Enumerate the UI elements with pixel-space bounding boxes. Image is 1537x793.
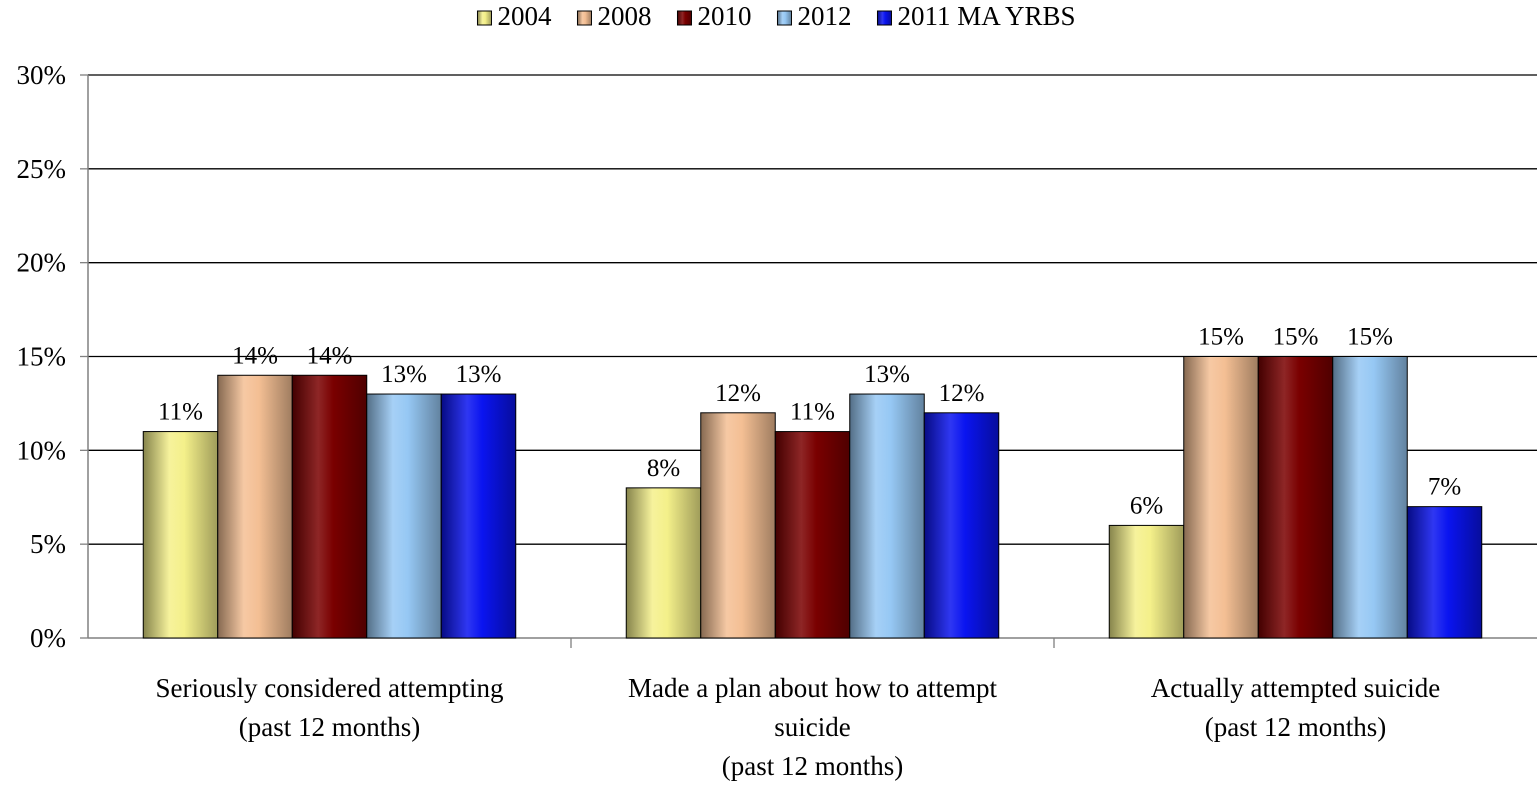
- legend-swatch: [476, 10, 492, 26]
- bar-2010-cat-1: [291, 374, 368, 639]
- legend-swatch: [776, 10, 792, 26]
- data-label: 8%: [647, 455, 680, 482]
- legend-label: 2004: [497, 1, 552, 31]
- data-label: 13%: [864, 361, 910, 388]
- legend-item-2008: 2008: [576, 1, 651, 31]
- x-category-label: Made a plan about how to attempt: [628, 673, 997, 703]
- legend-swatch: [676, 10, 692, 26]
- bar-2012-cat-3: [1332, 356, 1408, 639]
- x-category-label: (past 12 months): [722, 751, 904, 781]
- data-label: 15%: [1273, 324, 1319, 351]
- bar-2010-cat-3: [1257, 356, 1334, 639]
- legend-label: 2008: [597, 1, 651, 31]
- y-tick-label: 30%: [17, 60, 67, 90]
- data-label: 15%: [1198, 324, 1244, 351]
- legend-item-2011-ma-yrbs: 2011 MA YRBS: [876, 1, 1076, 31]
- y-tick-label: 15%: [17, 342, 67, 372]
- bar-2008-cat-3: [1183, 356, 1259, 639]
- x-category-label: suicide: [774, 712, 850, 742]
- legend: 2004 2008 2010 2012 2011 MA YRBS: [476, 1, 1076, 31]
- bar-2008-cat-2: [700, 412, 776, 639]
- x-category-label: (past 12 months): [239, 712, 421, 742]
- data-label: 12%: [715, 380, 761, 407]
- y-tick-label: 25%: [17, 154, 67, 184]
- bars: [142, 356, 1483, 639]
- legend-label: 2012: [797, 1, 851, 31]
- data-label: 15%: [1347, 324, 1393, 351]
- bar-2010-cat-2: [774, 431, 851, 639]
- y-tick-label: 5%: [30, 529, 66, 559]
- data-label: 7%: [1428, 474, 1461, 501]
- bar-2011-ma-yrbs-cat-3: [1406, 506, 1483, 639]
- bar-2004-cat-2: [625, 487, 702, 639]
- y-tick-label: 10%: [17, 435, 67, 465]
- x-category-label: Seriously considered attempting: [156, 673, 504, 703]
- data-label: 14%: [232, 342, 278, 369]
- y-tick-label: 20%: [17, 248, 67, 278]
- bar-2012-cat-1: [366, 393, 442, 639]
- bar-2008-cat-1: [217, 374, 293, 639]
- data-label: 11%: [790, 399, 835, 426]
- legend-label: 2010: [697, 1, 751, 31]
- data-labels: 11% 14% 14% 13% 13% 8% 12% 11% 13% 12% 6% 15% 15% 15%…: [158, 324, 1461, 520]
- legend-swatch: [876, 10, 892, 26]
- data-label: 6%: [1130, 492, 1163, 519]
- legend-item-2010: 2010: [676, 1, 751, 31]
- x-category-label: Actually attempted suicide: [1151, 673, 1440, 703]
- y-tick-label: 0%: [30, 623, 66, 653]
- data-label: 12%: [939, 380, 985, 407]
- x-category-label: (past 12 months): [1205, 712, 1387, 742]
- bar-2004-cat-1: [142, 431, 219, 639]
- legend-label: 2011 MA YRBS: [897, 1, 1075, 31]
- data-label: 14%: [307, 342, 353, 369]
- bar-2011-ma-yrbs-cat-1: [440, 393, 517, 639]
- data-label: 13%: [381, 361, 427, 388]
- data-label: 13%: [456, 361, 502, 388]
- bar-2012-cat-2: [849, 393, 925, 639]
- bar-2004-cat-3: [1108, 524, 1185, 639]
- legend-item-2004: 2004: [476, 1, 552, 31]
- bar-2011-ma-yrbs-cat-2: [923, 412, 1000, 639]
- axes: 0% 5% 10% 15% 20% 25% 30% Seriously considered …: [17, 60, 1537, 781]
- legend-swatch: [576, 10, 592, 26]
- data-label: 11%: [158, 399, 203, 426]
- legend-item-2012: 2012: [776, 1, 851, 31]
